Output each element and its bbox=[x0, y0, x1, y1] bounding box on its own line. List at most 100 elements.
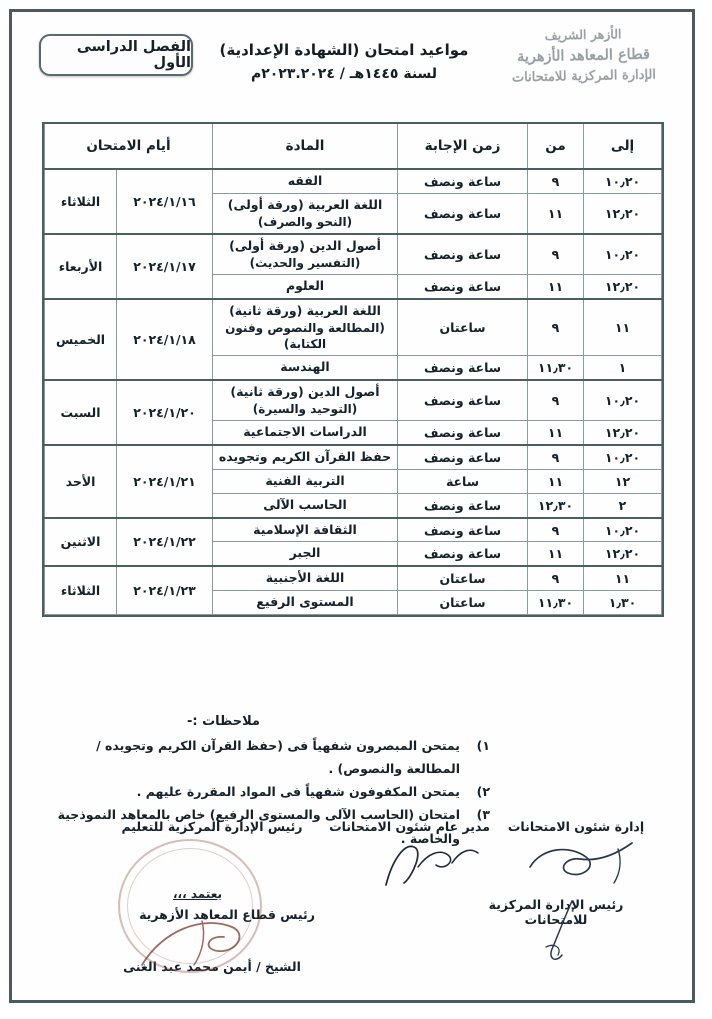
cell-time-from: ٩ bbox=[527, 232, 584, 275]
exam-schedule-table-wrap: إلى من زمن الإجابة المادة أيام الامتحان … bbox=[42, 122, 664, 618]
table-head: إلى من زمن الإجابة المادة أيام الامتحان bbox=[43, 124, 662, 170]
cell-time-from: ٩ bbox=[527, 516, 584, 543]
cell-time-from: ١١ bbox=[527, 192, 584, 235]
cell-exam-date: ٢٠٢٤/١/٢٠ bbox=[116, 379, 214, 446]
table-row: ١١ ٩ ساعتان اللغة الأجنبية ٢٠٢٤/١/٢٣ الثلاثاء bbox=[43, 565, 662, 616]
signatory-name: الشيخ / أيمن محمد عبد الغنى bbox=[123, 959, 301, 974]
cell-duration: ساعة ونصف bbox=[397, 492, 528, 519]
approved-label: يعتمد ،،، bbox=[172, 887, 222, 901]
note-index: ٣) bbox=[476, 807, 490, 823]
cell-time-from: ٩ bbox=[527, 167, 584, 194]
document-page: الفصل الدراسى الأول مواعيد امتحان (الشها… bbox=[9, 9, 695, 1003]
cell-duration: ساعتان bbox=[397, 297, 528, 357]
note-index: ١) bbox=[476, 738, 490, 753]
cell-time-from: ٩ bbox=[527, 565, 584, 592]
note-text: يمتحن المبصرون شفهياً فى (حفظ القرآن الك… bbox=[96, 738, 460, 777]
note-item: ٢) يمتحن المكفوفون شفهياً فى المواد المقر… bbox=[44, 780, 660, 803]
org-line-3: الإدارة المركزية للامتحانات bbox=[511, 66, 657, 86]
cell-subject: حفظ القرآن الكريم وتجويده bbox=[212, 443, 398, 470]
cell-duration: ساعة ونصف bbox=[397, 355, 528, 381]
cell-time-to: ٢ bbox=[583, 492, 662, 519]
table-row: ١٠٫٢٠ ٩ ساعة ونصف الفقه ٢٠٢٤/١/١٦ الثلاثاء bbox=[43, 167, 662, 235]
cell-subject: أصول الدين (ورقة ثانية) (التوحيد والسيرة) bbox=[212, 379, 398, 422]
signature-head-central-admin-education: رئيس الإدارة المركزية للتعليم bbox=[121, 819, 303, 834]
notes-title: ملاحظات :- bbox=[186, 714, 260, 729]
subject-line-1: أصول الدين (ورقة أولى) bbox=[229, 237, 381, 253]
notes-section: ملاحظات :- ١) يمتحن المبصرون شفهياً فى (ح… bbox=[44, 714, 660, 850]
cell-time-to: ١٠٫٢٠ bbox=[583, 443, 662, 470]
cell-subject: الحاسب الآلى bbox=[212, 492, 398, 519]
handwritten-signature-1-icon bbox=[522, 837, 642, 893]
subject-line-1: اللغة العربية (ورقة ثانية) bbox=[229, 302, 381, 318]
subject-line-1: الجبر bbox=[289, 545, 321, 561]
subject-line-2: (التوحيد والسيرة) bbox=[252, 401, 358, 416]
table-row: ١٢٫٢٠ ١١ ساعة ونصف اللغة العربية (ورقة أولى… bbox=[45, 192, 662, 235]
table-row: ١٢ ١١ ساعة التربية الفنية bbox=[45, 468, 662, 494]
table-body: ١٠٫٢٠ ٩ ساعة ونصف الفقه ٢٠٢٤/١/١٦ الثلاثاء ١٢٫… bbox=[43, 167, 662, 616]
subject-line-1: العلوم bbox=[285, 278, 325, 293]
note-item: ١) يمتحن المبصرون شفهياً فى (حفظ القرآن ا… bbox=[44, 734, 660, 780]
signature-head-azhar-institutes-sector: رئيس قطاع المعاهد الأزهرية bbox=[139, 907, 315, 922]
cell-duration: ساعة ونصف bbox=[397, 420, 528, 446]
cell-time-to: ١٢٫٢٠ bbox=[583, 273, 662, 300]
document-header: الفصل الدراسى الأول مواعيد امتحان (الشها… bbox=[14, 14, 690, 110]
document-title-block: مواعيد امتحان (الشهادة الإعدادية) لسنة ١… bbox=[194, 40, 494, 84]
semester-badge-label: الفصل الدراسى الأول bbox=[76, 39, 191, 71]
table-header-row: إلى من زمن الإجابة المادة أيام الامتحان bbox=[43, 124, 662, 170]
note-text: امتحان (الحاسب الآلى والمستوى الرفيع) خا… bbox=[57, 807, 460, 846]
cell-time-to: ١٢ bbox=[583, 468, 662, 494]
cell-time-from: ٩ bbox=[527, 297, 584, 357]
table-row: ١٠٫٢٠ ٩ ساعة ونصف أصول الدين (ورقة ثانية) (ا… bbox=[43, 379, 662, 446]
cell-exam-date: ٢٠٢٤/١/٢٢ bbox=[116, 516, 214, 567]
subject-line-1: اللغة الأجنبية bbox=[265, 570, 345, 586]
semester-badge: الفصل الدراسى الأول bbox=[39, 34, 193, 76]
cell-subject: الثقافة الإسلامية bbox=[212, 516, 398, 543]
page-title: مواعيد امتحان (الشهادة الإعدادية) bbox=[219, 41, 469, 59]
cell-time-from: ٩ bbox=[527, 443, 584, 470]
cell-exam-date: ٢٠٢٤/١/٢١ bbox=[116, 443, 214, 519]
cell-time-from: ١١ bbox=[527, 541, 584, 567]
note-index: ٢) bbox=[476, 784, 490, 800]
table-row: ٢ ١٢٫٣٠ ساعة ونصف الحاسب الآلى bbox=[45, 492, 662, 519]
cell-duration: ساعة ونصف bbox=[397, 516, 528, 543]
cell-duration: ساعة ونصف bbox=[397, 192, 528, 235]
cell-exam-day: الثلاثاء bbox=[43, 168, 118, 235]
column-header-duration: زمن الإجابة bbox=[397, 124, 528, 170]
cell-duration: ساعة ونصف bbox=[397, 541, 528, 567]
cell-subject: الدراسات الاجتماعية bbox=[212, 420, 398, 446]
cell-exam-day: الخميس bbox=[43, 297, 118, 381]
cell-duration: ساعة ونصف bbox=[397, 379, 528, 422]
cell-exam-date: ٢٠٢٤/١/١٦ bbox=[116, 168, 214, 235]
note-item: ٣) امتحان (الحاسب الآلى والمستوى الرفيع) … bbox=[44, 803, 660, 849]
cell-time-to: ١٠٫٢٠ bbox=[583, 232, 662, 275]
subject-line-1: الفقه bbox=[287, 173, 323, 188]
table-row: ١٠٫٢٠ ٩ ساعة ونصف حفظ القرآن الكريم وتجويده… bbox=[43, 443, 662, 519]
cell-duration: ساعة ونصف bbox=[397, 232, 528, 275]
column-header-from: من bbox=[527, 124, 584, 170]
column-header-exam-days: أيام الامتحان bbox=[43, 124, 214, 170]
cell-time-from: ١١ bbox=[527, 420, 584, 446]
cell-time-from: ١١٫٣٠ bbox=[527, 590, 584, 616]
cell-duration: ساعتان bbox=[397, 590, 528, 616]
signature-head-central-admin-exams: رئيس الإدارة المركزية للامتحانات bbox=[488, 897, 624, 927]
subject-line-1: المستوى الرفيع bbox=[256, 594, 354, 610]
page-inner: الفصل الدراسى الأول مواعيد امتحان (الشها… bbox=[14, 14, 690, 998]
organization-letterhead: الأزهر الشريف قطاع المعاهد الأزهرية الإد… bbox=[490, 24, 676, 88]
signature-general-manager-exams: مدير عام شئون الامتحانات bbox=[329, 819, 490, 834]
cell-subject: المستوى الرفيع bbox=[212, 590, 398, 616]
table-row: ١٫٣٠ ١١٫٣٠ ساعتان المستوى الرفيع bbox=[45, 590, 662, 616]
page-subtitle: لسنة ١٤٤٥هـ / ٢٠٢٣.٢٠٢٤م bbox=[250, 65, 438, 82]
cell-duration: ساعتان bbox=[397, 565, 528, 592]
cell-exam-day: الأربعاء bbox=[43, 232, 118, 300]
cell-time-to: ١٫٣٠ bbox=[583, 590, 662, 616]
cell-subject: اللغة العربية (ورقة أولى) (النحو والصرف) bbox=[212, 192, 398, 235]
cell-subject: الجبر bbox=[212, 541, 398, 567]
cell-subject: أصول الدين (ورقة أولى) (التفسير والحديث) bbox=[212, 232, 398, 275]
cell-time-to: ١٢٫٢٠ bbox=[583, 420, 662, 446]
signatures-section: إدارة شئون الامتحانات مدير عام شئون الام… bbox=[42, 819, 662, 1009]
cell-time-from: ٩ bbox=[527, 379, 584, 422]
cell-subject: اللغة العربية (ورقة ثانية) (المطالعة والن… bbox=[212, 297, 398, 357]
cell-duration: ساعة ونصف bbox=[397, 167, 528, 194]
handwritten-signature-2-icon bbox=[374, 833, 484, 893]
exam-schedule-table: إلى من زمن الإجابة المادة أيام الامتحان … bbox=[43, 124, 662, 616]
